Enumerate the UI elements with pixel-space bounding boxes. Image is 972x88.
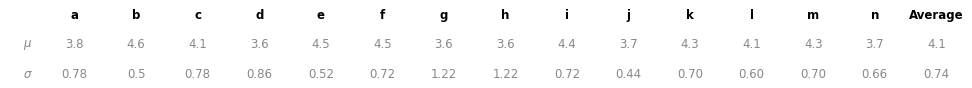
Text: 4.4: 4.4: [558, 37, 576, 51]
Text: 4.3: 4.3: [804, 37, 822, 51]
Text: n: n: [871, 9, 879, 22]
Text: 3.6: 3.6: [434, 37, 453, 51]
Text: m: m: [807, 9, 819, 22]
Text: 0.70: 0.70: [800, 68, 826, 81]
Text: 0.72: 0.72: [369, 68, 396, 81]
Text: 0.72: 0.72: [554, 68, 580, 81]
Text: 0.5: 0.5: [126, 68, 146, 81]
Text: 1.22: 1.22: [492, 68, 519, 81]
Text: 3.8: 3.8: [65, 37, 84, 51]
Text: f: f: [380, 9, 385, 22]
Text: 1.22: 1.22: [431, 68, 457, 81]
Text: 0.70: 0.70: [677, 68, 703, 81]
Text: h: h: [502, 9, 509, 22]
Text: 0.66: 0.66: [862, 68, 887, 81]
Text: a: a: [71, 9, 79, 22]
Text: 3.7: 3.7: [619, 37, 638, 51]
Text: i: i: [565, 9, 569, 22]
Text: j: j: [627, 9, 631, 22]
Text: 4.6: 4.6: [126, 37, 146, 51]
Text: 0.52: 0.52: [308, 68, 333, 81]
Text: σ: σ: [23, 68, 31, 81]
Text: 0.86: 0.86: [246, 68, 272, 81]
Text: l: l: [749, 9, 753, 22]
Text: 0.60: 0.60: [739, 68, 765, 81]
Text: 0.44: 0.44: [615, 68, 642, 81]
Text: μ: μ: [23, 37, 31, 51]
Text: 0.74: 0.74: [923, 68, 950, 81]
Text: g: g: [439, 9, 448, 22]
Text: Average: Average: [909, 9, 963, 22]
Text: 4.3: 4.3: [680, 37, 700, 51]
Text: 3.6: 3.6: [250, 37, 268, 51]
Text: 0.78: 0.78: [185, 68, 211, 81]
Text: d: d: [255, 9, 263, 22]
Text: 4.5: 4.5: [373, 37, 392, 51]
Text: e: e: [317, 9, 325, 22]
Text: 4.1: 4.1: [743, 37, 761, 51]
Text: 4.1: 4.1: [927, 37, 946, 51]
Text: 3.6: 3.6: [496, 37, 515, 51]
Text: 4.5: 4.5: [311, 37, 330, 51]
Text: b: b: [132, 9, 140, 22]
Text: c: c: [194, 9, 201, 22]
Text: 4.1: 4.1: [189, 37, 207, 51]
Text: k: k: [686, 9, 694, 22]
Text: 3.7: 3.7: [865, 37, 885, 51]
Text: 0.78: 0.78: [61, 68, 87, 81]
